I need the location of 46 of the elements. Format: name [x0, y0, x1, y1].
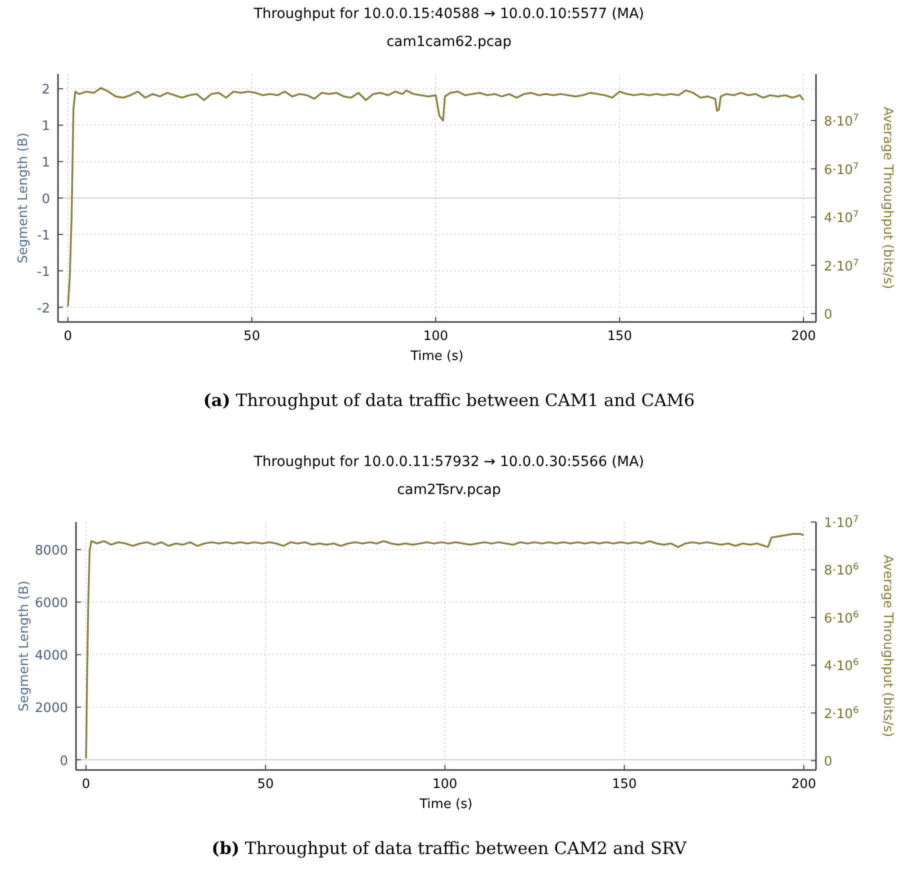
- y2-axis-title: Average Throughput (bits/s): [880, 106, 895, 290]
- x-tick-label: 0: [82, 777, 90, 792]
- y2-tick-label: 2·10$^{6}$: [824, 706, 859, 722]
- y-axis-title: Segment Length (B): [16, 132, 31, 264]
- y-tick-label: 1: [42, 156, 50, 171]
- y-tick-label: 0: [42, 192, 50, 207]
- y2-tick-label: 8·10$^{7}$: [824, 114, 859, 130]
- chart-title: Throughput for 10.0.0.15:40588 → 10.0.0.10:5577 (MA): [252, 6, 644, 22]
- y2-tick-label: 6·10$^{7}$: [824, 162, 859, 178]
- y-tick-label: 4000: [34, 648, 68, 664]
- y2-tick-label: 4·10$^{7}$: [824, 210, 859, 226]
- chart-title: Throughput for 10.0.0.11:57932 → 10.0.0.30:5566 (MA): [252, 454, 644, 470]
- y2-tick-label: 8·10$^{6}$: [824, 562, 859, 579]
- x-tick-label: 200: [791, 329, 816, 344]
- x-tick-label: 50: [244, 329, 260, 344]
- y-tick-label: -2: [37, 301, 50, 316]
- y-tick-label: -1: [37, 228, 50, 244]
- x-axis-title: Time (s): [410, 349, 464, 364]
- y-tick-label: 2000: [34, 701, 68, 716]
- y-tick-label: 8000: [34, 544, 68, 559]
- chart-subtitle: cam2Tsrv.pcap: [397, 482, 502, 498]
- y2-tick-label: 4·10$^{6}$: [824, 658, 859, 674]
- y-tick-label: 6000: [34, 596, 68, 612]
- text: (b) Throughput of data traffic between CAM2 and SRV: [212, 839, 688, 859]
- y-tick-label: 1: [42, 119, 50, 134]
- text: (a) Throughput of data traffic between CAM1 and CAM6: [203, 391, 695, 411]
- y2-tick-label: 0: [824, 754, 832, 770]
- y2-tick-label: 1·10$^{7}$: [824, 515, 859, 531]
- x-tick-label: 100: [432, 777, 458, 792]
- y2-tick-label: 2·10$^{7}$: [824, 258, 859, 274]
- x-tick-label: 200: [791, 777, 816, 792]
- x-axis-title: Time (s): [418, 797, 472, 812]
- y-tick-label: 2: [42, 82, 50, 98]
- y2-axis-title: Average Throughput (bits/s): [880, 554, 895, 738]
- y-axis-title: Segment Length (B): [17, 580, 32, 712]
- line-series: [67, 87, 804, 308]
- x-tick-label: 100: [423, 329, 448, 344]
- x-tick-label: 150: [612, 777, 637, 792]
- y-tick-label: -1: [37, 264, 50, 280]
- line-series: [85, 533, 805, 760]
- x-tick-label: 50: [257, 777, 274, 792]
- chart-subtitle: cam1cam62.pcap: [386, 34, 512, 50]
- x-tick-label: 150: [607, 329, 632, 344]
- y2-tick-label: 6·10$^{6}$: [824, 610, 859, 626]
- y-tick-label: 0: [60, 754, 68, 769]
- y2-tick-label: 0: [824, 308, 832, 323]
